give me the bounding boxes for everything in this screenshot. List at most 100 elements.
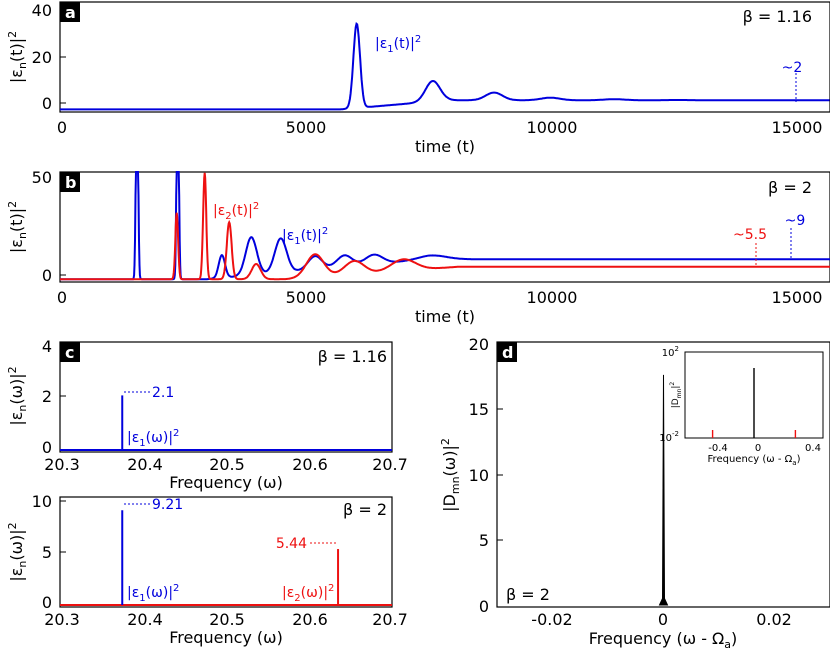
panel-c2-label-e1: |ε1(ω)|2	[127, 583, 179, 604]
panel-d-xtick-002: 0.02	[756, 610, 792, 629]
panel-c-xtick-20-5: 20.5	[209, 455, 245, 474]
panel-d-letter: d	[502, 343, 513, 362]
panel-a: a β = 1.16 40 20 0 0 5000 10000 15000 ti…	[6, 1, 830, 156]
panel-d-xlabel: Frequency (ω - Ωa)	[589, 629, 738, 651]
panel-d-ytick-0: 0	[479, 597, 489, 616]
panel-c2-ytick-5: 5	[42, 543, 52, 562]
panel-d-xtick-0: 0	[658, 610, 668, 629]
panel-a-letter: a	[65, 3, 76, 22]
panel-c-letter: c	[65, 343, 74, 362]
panel-b-yticks: 50 0	[32, 168, 66, 285]
panel-c2-xtick-20-5: 20.5	[209, 610, 245, 629]
inset-lines	[711, 368, 797, 438]
panel-c2-yticks: 10 5 0	[32, 492, 66, 612]
panel-a-beta: β = 1.16	[743, 7, 812, 26]
panel-b-ytick-0: 0	[42, 266, 52, 285]
panel-d-beta: β = 2	[506, 585, 550, 604]
inset-xlabel: Frequency (ω - Ωa)	[708, 454, 801, 467]
panel-c-xtick-20-4: 20.4	[127, 455, 163, 474]
panel-b-label-e1: |ε1(t)|2	[282, 226, 328, 247]
panel-c2: β = 2 10 5 0 20.3 20.4 20.5 20.6 20.7 Fr…	[6, 492, 408, 647]
panel-b-frame	[59, 171, 830, 283]
panel-b-label-e2: |ε2(t)|2	[213, 201, 259, 222]
panel-c2-ylabel: |εn(ω)|2	[6, 522, 29, 581]
panel-b-xticks: 0 5000 10000 15000	[57, 288, 823, 307]
panel-b-ann-9: ~9	[785, 213, 806, 229]
panel-c-ylabel: |εn(ω)|2	[6, 366, 29, 425]
panel-c2-xtick-20-3: 20.3	[44, 610, 80, 629]
panel-a-xlabel: time (t)	[415, 137, 475, 156]
panel-d-badge	[497, 342, 517, 362]
panel-c-yticks: 4 2 0	[42, 337, 66, 457]
panel-c2-xtick-20-6: 20.6	[292, 610, 328, 629]
panel-c-ytick-0: 0	[42, 438, 52, 457]
panel-d-ylabel: |Dmn(ω)|2	[439, 438, 462, 512]
panel-c-beta: β = 1.16	[318, 347, 387, 366]
panel-d-yticks: 20 15 10 5 0	[469, 335, 503, 616]
panel-c-badge	[60, 342, 80, 362]
panel-d: d 20 15 10 5 0 -0.02 0 0.02 Frequency (ω…	[439, 335, 830, 651]
panel-c-ann-2-1: 2.1	[152, 385, 174, 401]
panel-a-yticks: 40 20 0	[32, 1, 66, 113]
panel-a-ylabel: |εn(t)|2	[6, 31, 29, 83]
panel-a-ann-2: ~2	[782, 60, 803, 76]
inset-ytick-top: 102	[662, 345, 679, 359]
panel-c-frame	[59, 341, 393, 453]
panel-c: c β = 1.16 4 2 0 20.3 20.4 20.5 20.6 20.…	[6, 337, 408, 492]
panel-b-beta: β = 2	[768, 178, 812, 197]
panel-a-xtick-15000: 15000	[772, 118, 823, 137]
panel-c2-xtick-20-7: 20.7	[372, 610, 408, 629]
inset-ytick-bottom: 10-2	[659, 430, 679, 444]
panel-c-xlabel: Frequency (ω)	[169, 473, 283, 492]
panel-b-ann-5-5: ~5.5	[733, 227, 767, 243]
panel-b-ytick-50: 50	[32, 168, 52, 187]
panel-a-ytick-0: 0	[42, 94, 52, 113]
panel-b-xtick-5000: 5000	[286, 288, 327, 307]
panel-d-ytick-15: 15	[469, 400, 489, 419]
panel-c2-beta: β = 2	[343, 500, 387, 519]
panel-c2-xlabel: Frequency (ω)	[169, 628, 283, 647]
panel-c2-label-e2: |ε2(ω)|2	[282, 583, 334, 604]
panel-b-letter: b	[65, 173, 76, 192]
panel-a-label-e1: |ε1(t)|2	[375, 34, 421, 55]
panel-b: b β = 2 50 0 0 5000 10000 15000 time (t)…	[6, 168, 830, 326]
panel-a-badge	[60, 2, 80, 22]
panel-d-ytick-5: 5	[479, 531, 489, 550]
panel-d-peak	[658, 374, 669, 606]
panel-b-series-e2	[60, 172, 830, 281]
panel-b-xtick-10000: 10000	[527, 288, 578, 307]
panel-c-xticks: 20.3 20.4 20.5 20.6 20.7	[44, 455, 408, 474]
panel-b-xtick-0: 0	[57, 288, 67, 307]
panel-a-xticks: 0 5000 10000 15000	[57, 118, 823, 137]
panel-a-series-e1	[60, 21, 830, 111]
panel-c2-ann-5-44: 5.44	[276, 536, 307, 552]
inset-xtick-0: 0	[755, 443, 761, 454]
panel-c-xtick-20-3: 20.3	[44, 455, 80, 474]
panel-b-xtick-15000: 15000	[772, 288, 823, 307]
panel-c2-ytick-0: 0	[42, 593, 52, 612]
panel-b-xlabel: time (t)	[415, 307, 475, 326]
panel-a-ytick-40: 40	[32, 1, 52, 20]
panel-a-xtick-0: 0	[57, 118, 67, 137]
panel-c-label-e1: |ε1(ω)|2	[127, 428, 179, 449]
inset-ylabel: |Dmn|2	[669, 382, 683, 409]
panel-d-xtick-neg002: -0.02	[531, 610, 572, 629]
panel-d-ytick-20: 20	[469, 335, 489, 354]
inset-xtick-04: 0.4	[805, 443, 821, 454]
panel-a-xtick-5000: 5000	[286, 118, 327, 137]
panel-c-xtick-20-7: 20.7	[372, 455, 408, 474]
panel-a-ytick-20: 20	[32, 48, 52, 67]
panel-d-xticks: -0.02 0 0.02	[531, 610, 792, 629]
panel-d-inset: 102 10-2 |Dmn|2 -0.4 0 0.4 Frequency (ω …	[659, 345, 824, 467]
panel-b-ylabel: |εn(t)|2	[6, 201, 29, 253]
panel-d-ytick-10: 10	[469, 466, 489, 485]
inset-xtick-neg04: -0.4	[708, 443, 728, 454]
panel-c-ytick-2: 2	[42, 387, 52, 406]
panel-c2-ann-9-21: 9.21	[152, 497, 183, 513]
panel-a-xtick-10000: 10000	[527, 118, 578, 137]
panel-c2-ytick-10: 10	[32, 492, 52, 511]
panel-c-ytick-4: 4	[42, 337, 52, 356]
panel-c2-xticks: 20.3 20.4 20.5 20.6 20.7	[44, 610, 408, 629]
panel-c-xtick-20-6: 20.6	[292, 455, 328, 474]
